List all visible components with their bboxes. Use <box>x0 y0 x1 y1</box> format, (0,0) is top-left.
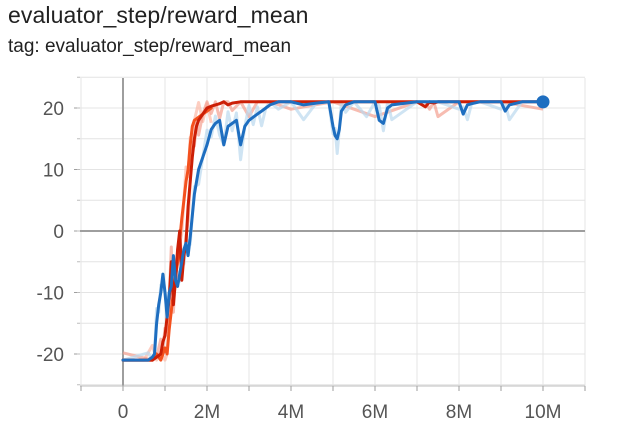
x-tick-label: 0 <box>118 402 129 423</box>
series-end-marker <box>536 95 550 109</box>
y-tick-label: 10 <box>43 161 64 182</box>
x-tick-label: 4M <box>278 402 304 423</box>
chart-title: evaluator_step/reward_mean <box>8 2 309 28</box>
y-tick-label: -10 <box>37 284 64 305</box>
y-tick-label: 0 <box>53 222 64 243</box>
series-line-2 <box>121 100 545 362</box>
x-tick-label: 10M <box>525 402 562 423</box>
y-tick-label: -20 <box>37 345 64 366</box>
x-tick-label: 6M <box>362 402 388 423</box>
x-tick-label: 2M <box>194 402 220 423</box>
x-tick-label: 8M <box>446 402 472 423</box>
chart-subtitle: tag: evaluator_step/reward_mean <box>8 36 292 57</box>
y-tick-label: 20 <box>43 99 64 120</box>
